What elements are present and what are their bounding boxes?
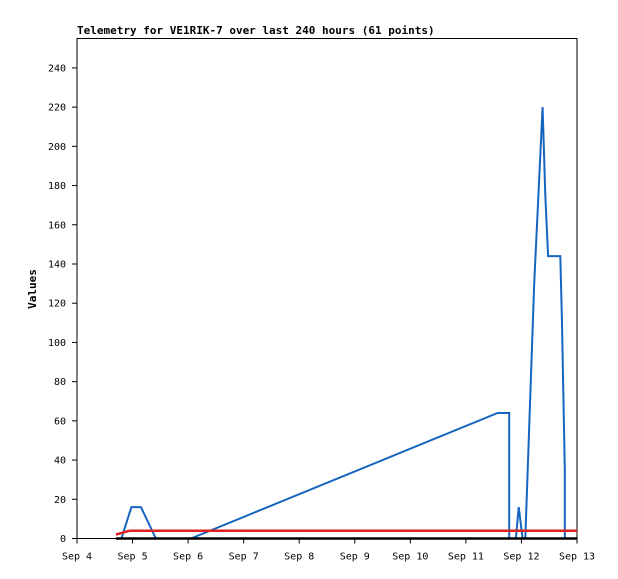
y-tick-label: 160 (48, 220, 66, 231)
x-tick-label: Sep 4 (62, 552, 92, 563)
y-tick-label: 120 (48, 299, 66, 310)
x-tick-label: Sep 10 (392, 552, 428, 563)
y-tick-label: 140 (48, 259, 66, 270)
x-tick-label: Sep 9 (340, 552, 370, 563)
series-group (115, 107, 577, 540)
y-tick-label: 20 (54, 495, 66, 506)
y-tick-label: 200 (48, 142, 66, 153)
x-tick-label: Sep 8 (284, 552, 314, 563)
y-tick-label: 240 (48, 63, 66, 74)
y-tick-label: 220 (48, 103, 66, 114)
x-tick-label: Sep 13 (559, 552, 595, 563)
y-axis-ticks: 0 20 40 60 80 100 120 140 160 180 200 220 240 (48, 63, 77, 545)
series-line-2 (115, 529, 577, 536)
x-tick-label: Sep 12 (503, 552, 539, 563)
y-axis-label: Values (26, 269, 39, 309)
y-tick-label: 180 (48, 181, 66, 192)
chart-title: Telemetry for VE1RIK-7 over last 240 hou… (77, 24, 435, 37)
x-tick-label: Sep 11 (448, 552, 484, 563)
y-tick-label: 40 (54, 456, 66, 467)
y-tick-label: 60 (54, 416, 66, 427)
x-tick-label: Sep 7 (229, 552, 259, 563)
x-tick-label: Sep 5 (118, 552, 148, 563)
x-tick-label: Sep 6 (173, 552, 203, 563)
y-tick-label: 100 (48, 338, 66, 349)
y-tick-label: 0 (60, 534, 66, 545)
y-tick-label: 80 (54, 377, 66, 388)
